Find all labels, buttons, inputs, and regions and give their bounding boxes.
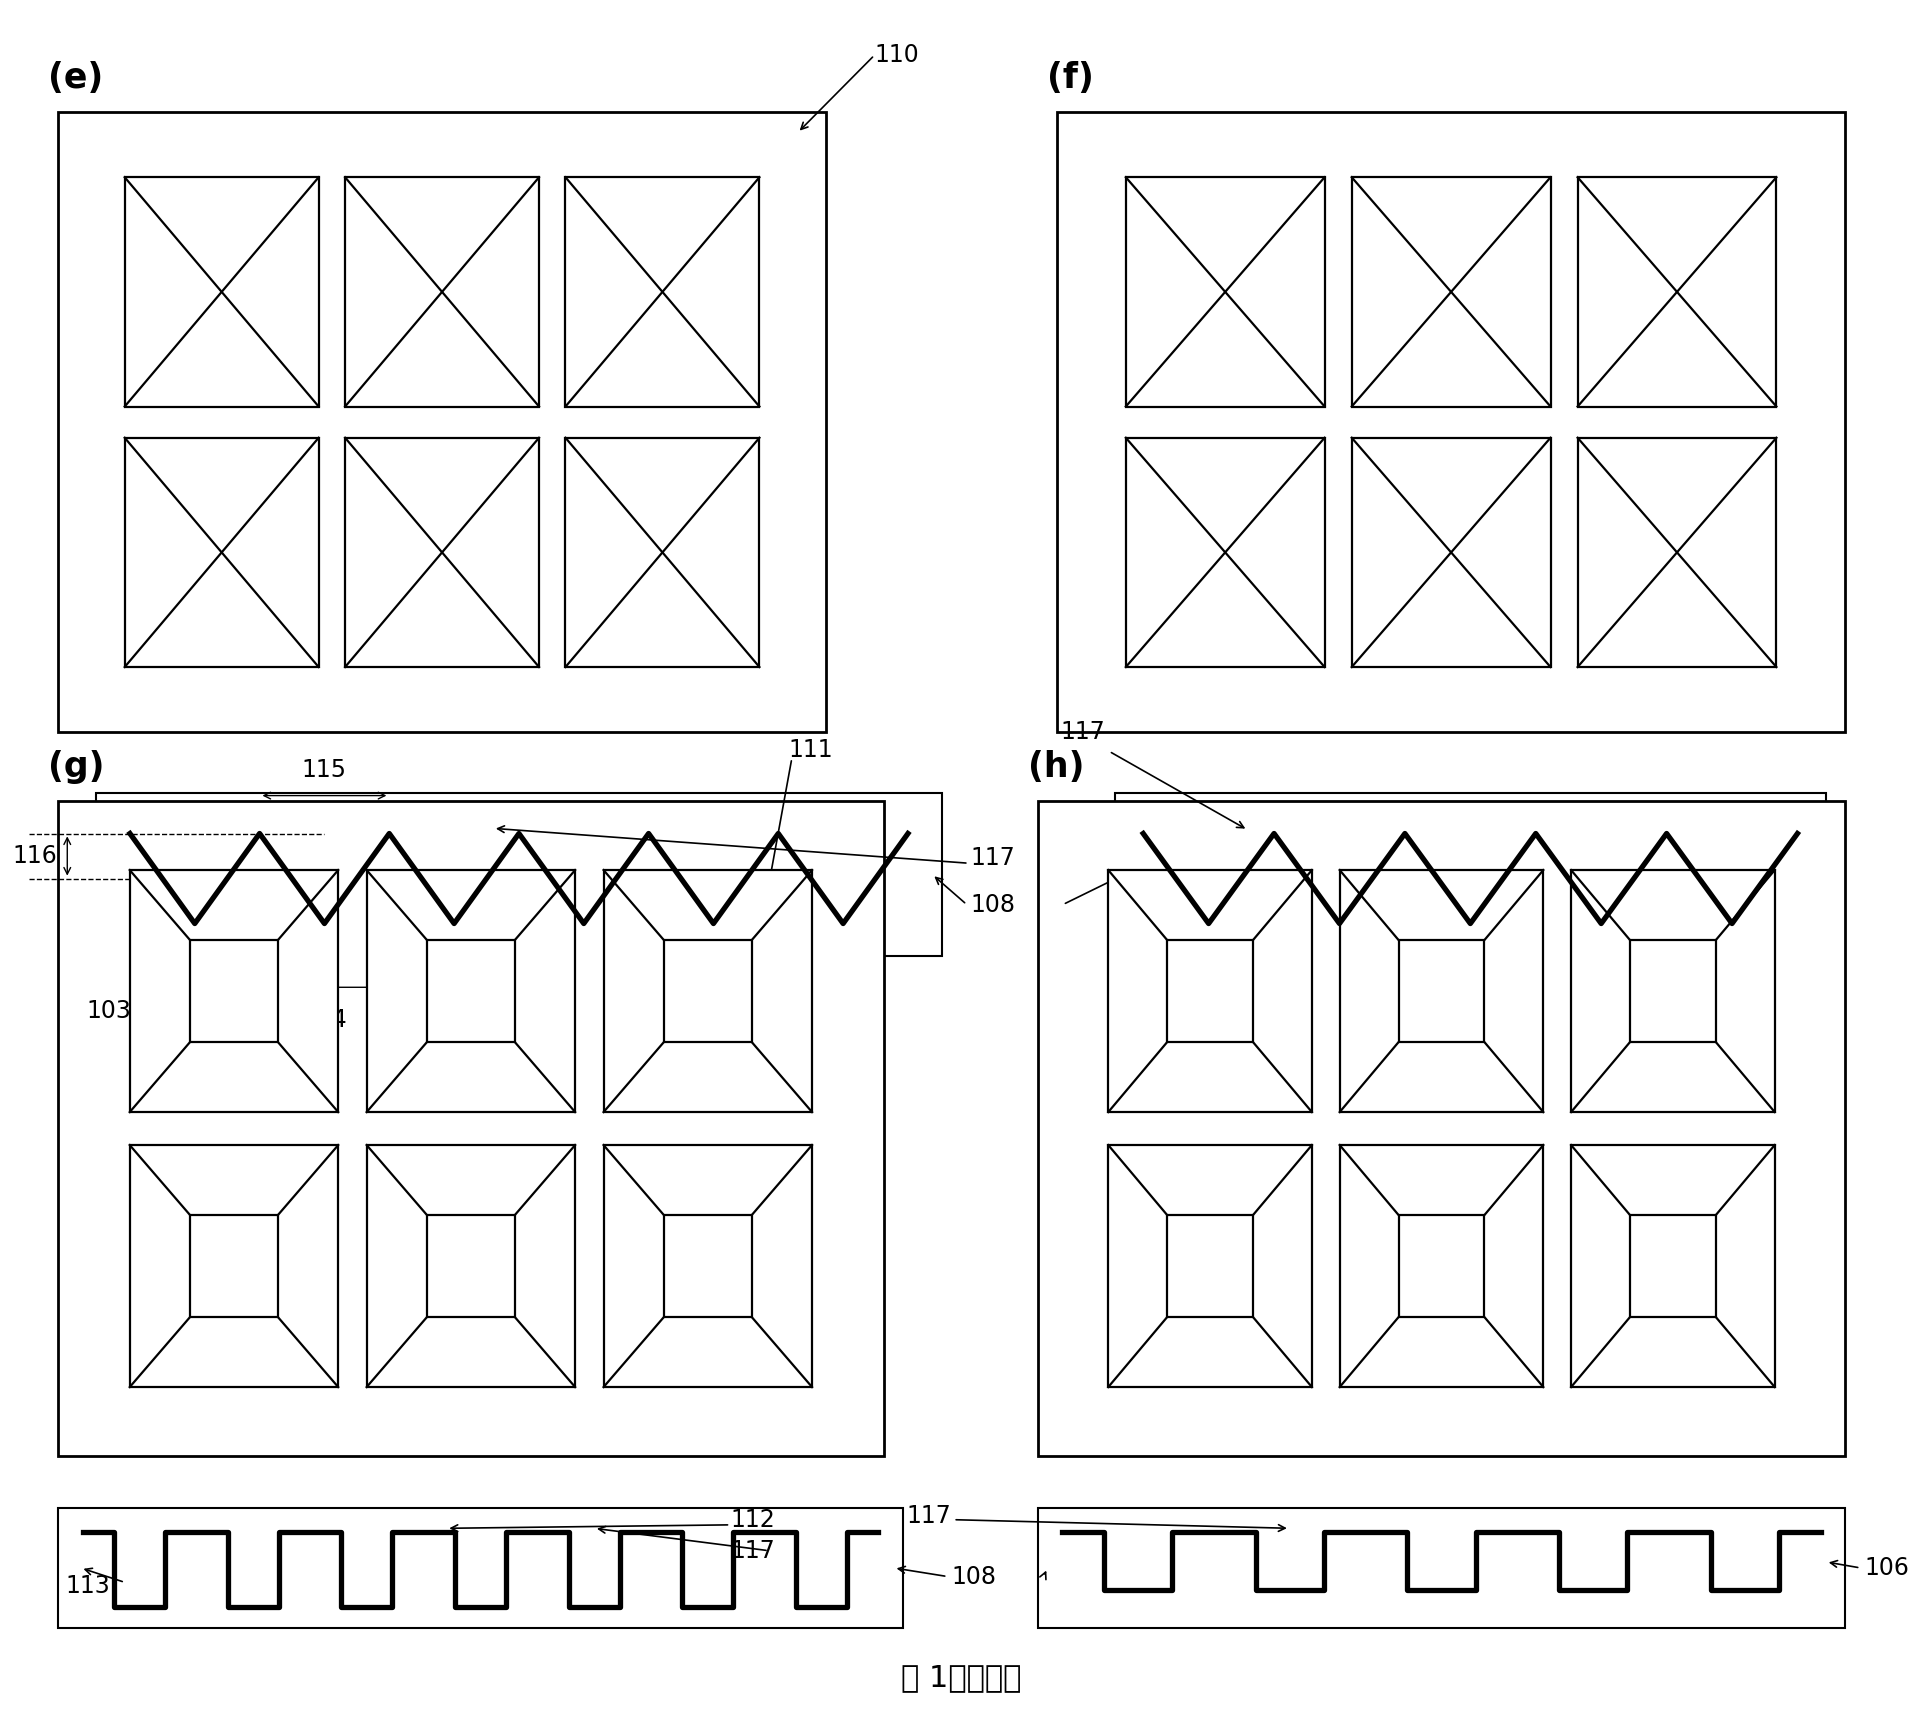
- Bar: [58, 801, 884, 1456]
- Bar: [367, 1146, 575, 1387]
- Text: 108: 108: [971, 893, 1015, 917]
- Text: (f): (f): [1047, 60, 1094, 95]
- Text: 117: 117: [1061, 720, 1105, 744]
- Text: 110: 110: [875, 43, 919, 67]
- Bar: [663, 941, 752, 1042]
- Bar: [604, 1146, 813, 1387]
- Bar: [1630, 1215, 1716, 1316]
- Bar: [1038, 801, 1845, 1456]
- Text: 103: 103: [86, 999, 131, 1023]
- Bar: [190, 1215, 279, 1316]
- Bar: [1340, 1146, 1543, 1387]
- Bar: [346, 177, 538, 407]
- Bar: [1570, 870, 1774, 1111]
- Bar: [1399, 941, 1484, 1042]
- Bar: [367, 870, 575, 1111]
- Bar: [1126, 177, 1324, 407]
- Bar: [129, 870, 338, 1111]
- Bar: [1630, 941, 1716, 1042]
- Bar: [129, 1146, 338, 1387]
- Text: (e): (e): [48, 60, 104, 95]
- Bar: [346, 438, 538, 667]
- Bar: [565, 438, 759, 667]
- Bar: [1109, 1146, 1313, 1387]
- Text: 108: 108: [951, 1564, 996, 1589]
- Bar: [663, 1215, 752, 1316]
- Bar: [1578, 438, 1776, 667]
- Bar: [1167, 1215, 1253, 1316]
- Text: 117: 117: [730, 1539, 775, 1563]
- Bar: [1399, 1215, 1484, 1316]
- Bar: [1340, 870, 1543, 1111]
- Text: 111: 111: [788, 737, 832, 762]
- Bar: [1578, 177, 1776, 407]
- Bar: [1126, 438, 1324, 667]
- Text: 116: 116: [13, 844, 58, 868]
- Bar: [1351, 177, 1551, 407]
- Text: 112: 112: [730, 1508, 775, 1532]
- Text: (g): (g): [48, 750, 104, 784]
- Bar: [58, 1508, 903, 1628]
- Bar: [1167, 941, 1253, 1042]
- Bar: [1351, 438, 1551, 667]
- Bar: [58, 112, 826, 732]
- Bar: [1109, 870, 1313, 1111]
- Text: 114: 114: [302, 1008, 346, 1032]
- Text: 115: 115: [302, 758, 348, 782]
- Bar: [1570, 1146, 1774, 1387]
- Text: 106: 106: [1864, 1556, 1909, 1580]
- Text: 113: 113: [65, 1575, 110, 1597]
- Bar: [1057, 112, 1845, 732]
- Bar: [565, 177, 759, 407]
- Text: 117: 117: [907, 1504, 951, 1528]
- Text: (h): (h): [1028, 750, 1084, 784]
- Bar: [125, 438, 319, 667]
- Bar: [96, 793, 942, 956]
- Text: 图 1（续前）: 图 1（续前）: [901, 1663, 1021, 1692]
- Bar: [1115, 793, 1826, 956]
- Bar: [604, 870, 813, 1111]
- Bar: [427, 941, 515, 1042]
- Bar: [125, 177, 319, 407]
- Bar: [427, 1215, 515, 1316]
- Text: 117: 117: [971, 846, 1015, 870]
- Bar: [1038, 1508, 1845, 1628]
- Bar: [190, 941, 279, 1042]
